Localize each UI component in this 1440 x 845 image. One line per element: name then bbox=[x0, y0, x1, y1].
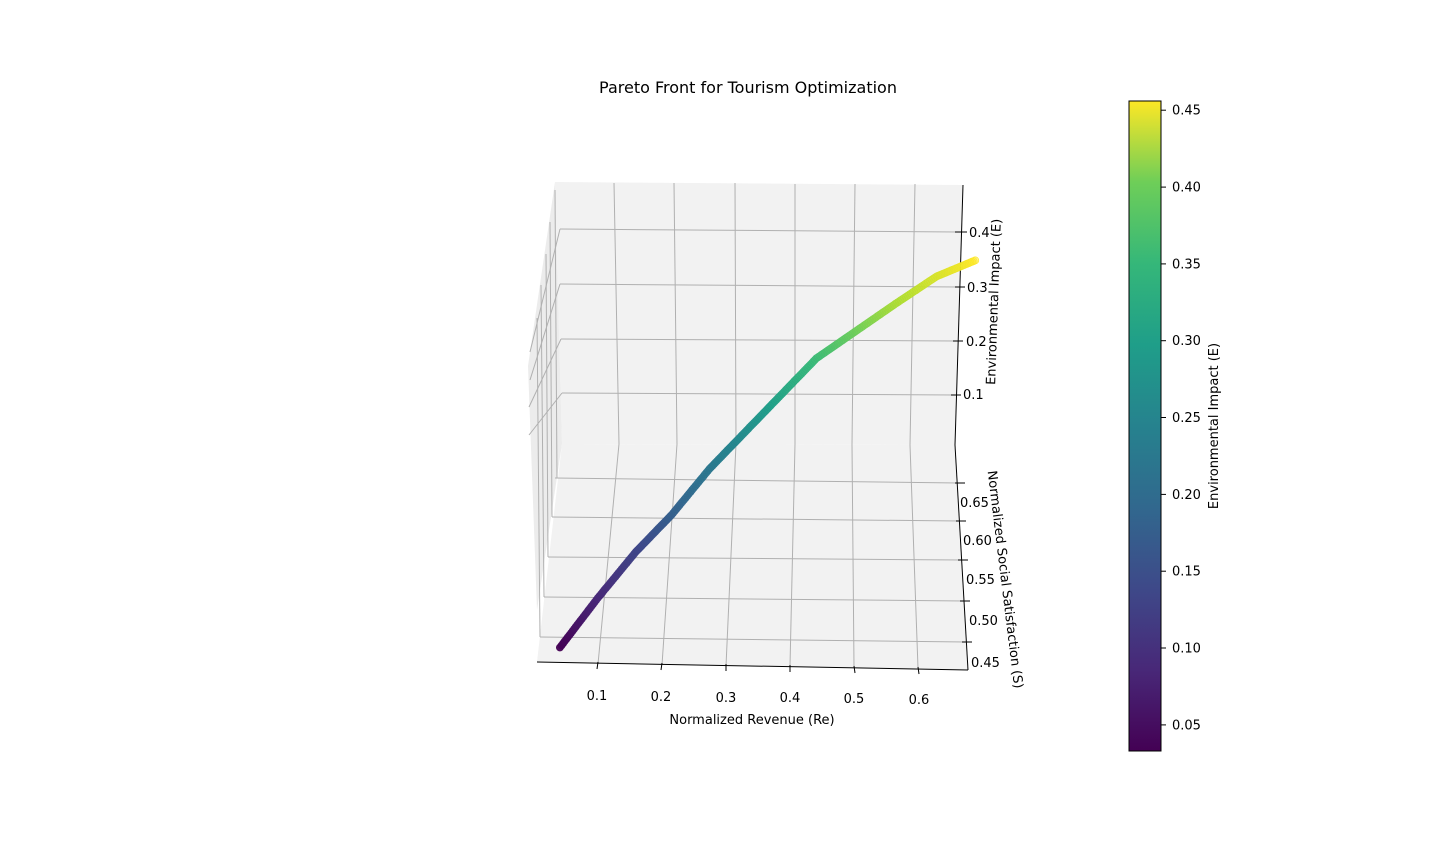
x-tick-label: 0.5 bbox=[844, 692, 865, 707]
z-axis-label: Environmental Impact (E) bbox=[984, 219, 1005, 386]
y-tick-label: 0.45 bbox=[971, 656, 1000, 671]
x-tick-label: 0.2 bbox=[651, 690, 672, 705]
left-pane bbox=[528, 182, 562, 610]
y-tick-label: 0.50 bbox=[969, 614, 998, 629]
back-pane bbox=[555, 182, 963, 445]
colorbar-tick-label: 0.35 bbox=[1172, 257, 1201, 272]
z-tick-label: 0.2 bbox=[966, 335, 987, 350]
axis-ticks bbox=[596, 231, 972, 675]
x-tick-label: 0.3 bbox=[716, 691, 737, 706]
x-tick-labels: 0.1 0.2 0.3 0.4 0.5 0.6 bbox=[587, 689, 930, 708]
colorbar: 0.05 0.10 0.15 0.20 0.25 0.30 0.35 0.40 0.45 Env… bbox=[1128, 100, 1222, 752]
scatter-point bbox=[971, 256, 980, 265]
colorbar-tick-label: 0.40 bbox=[1172, 181, 1201, 196]
colorbar-tick-label: 0.45 bbox=[1172, 104, 1201, 119]
y-tick-label: 0.60 bbox=[963, 534, 992, 549]
y-tick-label: 0.65 bbox=[960, 496, 989, 511]
y-tick-label: 0.55 bbox=[966, 573, 995, 588]
x-axis-label: Normalized Revenue (Re) bbox=[669, 713, 834, 728]
colorbar-tick-label: 0.10 bbox=[1172, 642, 1201, 657]
z-tick-label: 0.1 bbox=[963, 388, 984, 403]
colorbar-label: Environmental Impact (E) bbox=[1207, 343, 1222, 509]
z-tick-label: 0.4 bbox=[969, 226, 990, 241]
colorbar-tick-label: 0.05 bbox=[1172, 718, 1201, 733]
colorbar-ticks: 0.05 0.10 0.15 0.20 0.25 0.30 0.35 0.40 0.45 bbox=[1161, 104, 1201, 733]
chart-title: Pareto Front for Tourism Optimization bbox=[599, 78, 897, 97]
colorbar-tick-label: 0.30 bbox=[1172, 334, 1201, 349]
axes-panes bbox=[528, 182, 968, 670]
colorbar-gradient bbox=[1128, 100, 1162, 752]
scatter-points bbox=[556, 256, 980, 652]
y-tick-labels: 0.45 0.50 0.55 0.60 0.65 bbox=[960, 496, 1000, 671]
z-tick-labels: 0.1 0.2 0.3 0.4 bbox=[963, 226, 990, 403]
x-tick-label: 0.4 bbox=[780, 691, 801, 706]
z-axis-line bbox=[954, 184, 964, 446]
x-axis-line bbox=[536, 661, 969, 671]
colorbar-tick-label: 0.20 bbox=[1172, 488, 1201, 503]
floor-pane bbox=[537, 444, 968, 670]
x-tick-label: 0.6 bbox=[909, 693, 930, 708]
z-tick-label: 0.3 bbox=[967, 281, 988, 296]
x-tick-label: 0.1 bbox=[587, 689, 608, 704]
colorbar-tick-label: 0.15 bbox=[1172, 565, 1201, 580]
colorbar-tick-label: 0.25 bbox=[1172, 411, 1201, 426]
grid-lines bbox=[528, 182, 967, 669]
